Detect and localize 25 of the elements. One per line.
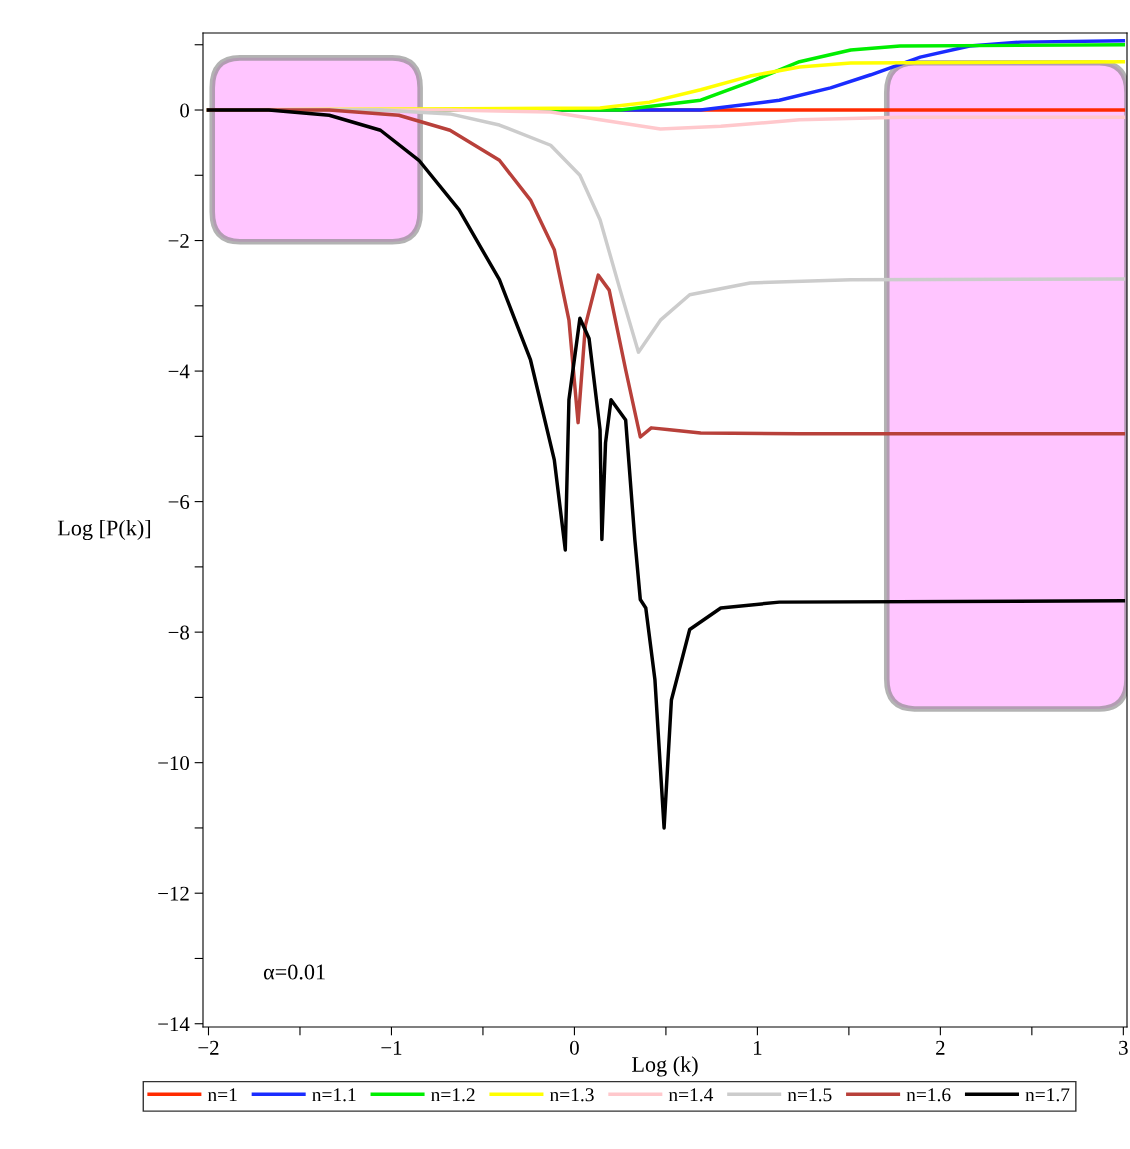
legend-label: n=1.6 xyxy=(906,1088,951,1102)
legend-label: n=1.2 xyxy=(431,1088,475,1102)
y-tick-label: −2 xyxy=(168,233,189,248)
y-tick-label: −14 xyxy=(158,1017,190,1031)
x-tick-label: 1 xyxy=(754,1040,762,1055)
x-tick-label: 0 xyxy=(570,1040,579,1055)
legend-label: n=1.1 xyxy=(312,1088,356,1102)
y-tick-label: −6 xyxy=(168,495,190,510)
legend-label: n=1.4 xyxy=(668,1088,714,1102)
y-tick-label: −4 xyxy=(168,364,190,379)
y-tick-label: −8 xyxy=(168,625,190,640)
x-axis-title: Log (k) xyxy=(632,1056,698,1077)
y-tick-label: −10 xyxy=(158,756,190,771)
y-axis-title: Log [P(k)] xyxy=(57,519,151,541)
x-tick-label: −2 xyxy=(198,1040,219,1055)
x-tick-label: 3 xyxy=(1119,1040,1128,1055)
legend-label: n=1.3 xyxy=(549,1088,594,1102)
annotation: α=0.01 xyxy=(263,964,325,980)
x-tick-label: 2 xyxy=(936,1040,945,1055)
legend-label: n=1 xyxy=(207,1088,237,1102)
x-tick-label: −1 xyxy=(381,1040,402,1055)
legend-label: n=1.5 xyxy=(787,1088,832,1102)
legend-label: n=1.7 xyxy=(1025,1088,1070,1102)
y-tick-label: −12 xyxy=(158,886,189,901)
y-tick-label: 0 xyxy=(180,103,190,118)
